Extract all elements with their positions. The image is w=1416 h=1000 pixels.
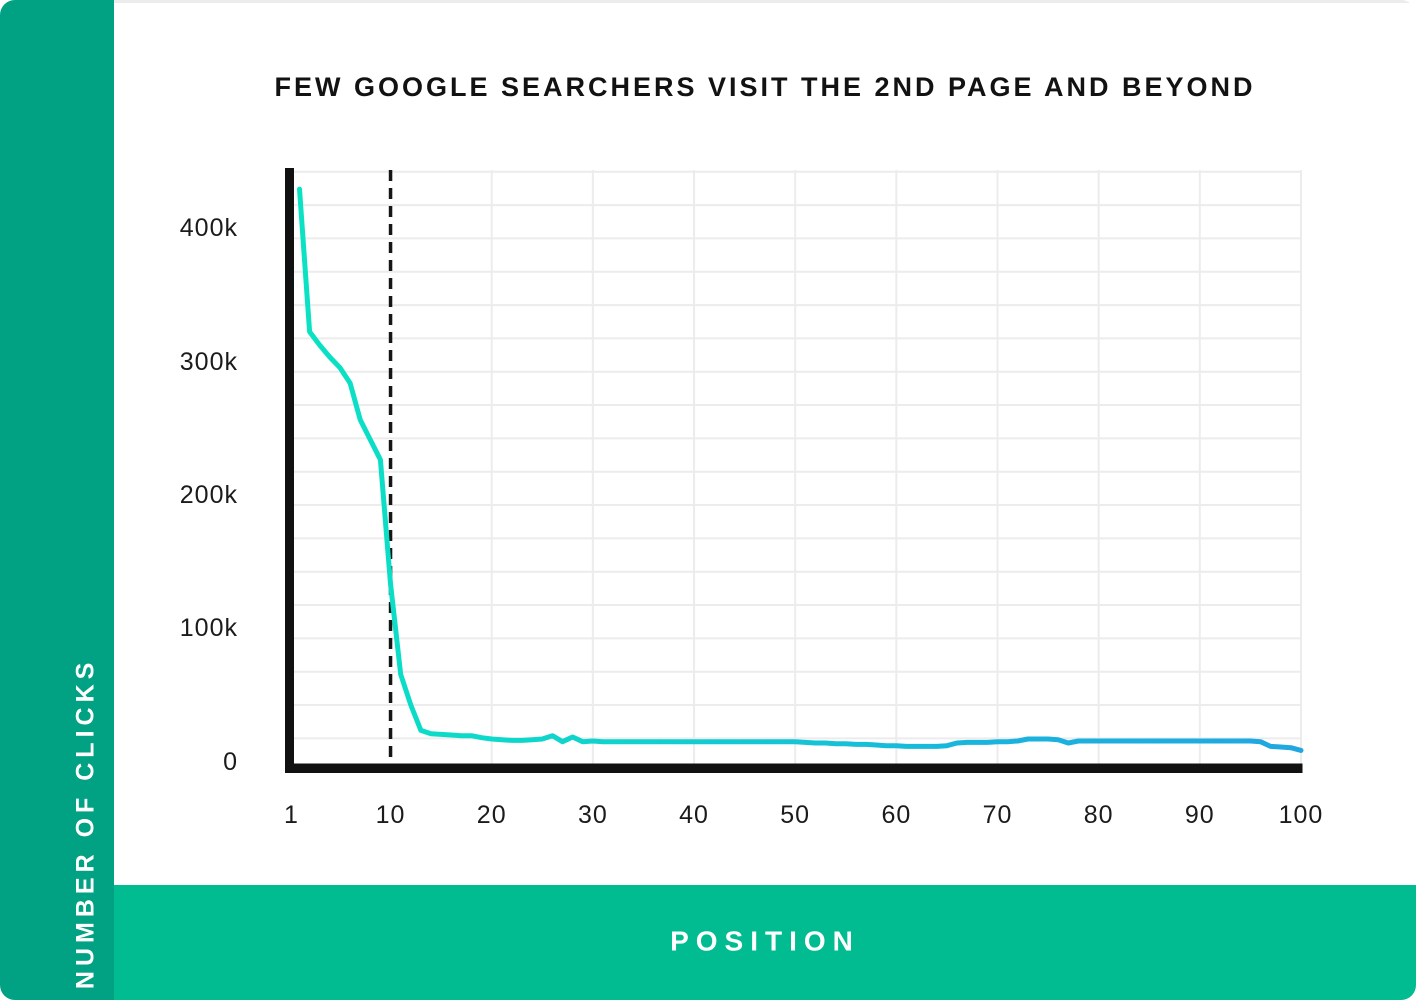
y-tick-label: 0 [223,747,238,776]
x-tick-label: 60 [881,801,912,829]
x-tick-label: 90 [1184,801,1215,829]
y-tick-label: 200k [179,481,238,510]
x-axis-title-bar: POSITION [114,885,1416,1000]
x-tick-label: 10 [375,801,406,829]
y-axis-title: NUMBER OF CLICKS [71,657,100,990]
top-edge-strip [114,0,1416,3]
x-tick-label: 100 [1278,801,1324,829]
y-tick-label: 400k [179,214,238,243]
x-axis-line [285,763,1303,773]
y-tick-label: 100k [179,614,238,643]
clicks-data-line [297,186,1304,753]
x-tick-label: 30 [577,801,608,829]
y-tick-label: 300k [179,347,238,376]
x-axis-title: POSITION [670,925,860,957]
y-axis-line [285,168,294,773]
y-axis-title-bar: NUMBER OF CLICKS [0,0,114,1000]
x-tick-label: 1 [284,801,299,829]
x-tick-label: 20 [476,801,507,829]
x-tick-label: 50 [780,801,811,829]
x-tick-label: 40 [679,801,709,829]
x-tick-label: 80 [1083,801,1114,829]
chart-title: FEW GOOGLE SEARCHERS VISIT THE 2ND PAGE … [274,72,1256,102]
x-tick-label: 70 [982,801,1013,829]
